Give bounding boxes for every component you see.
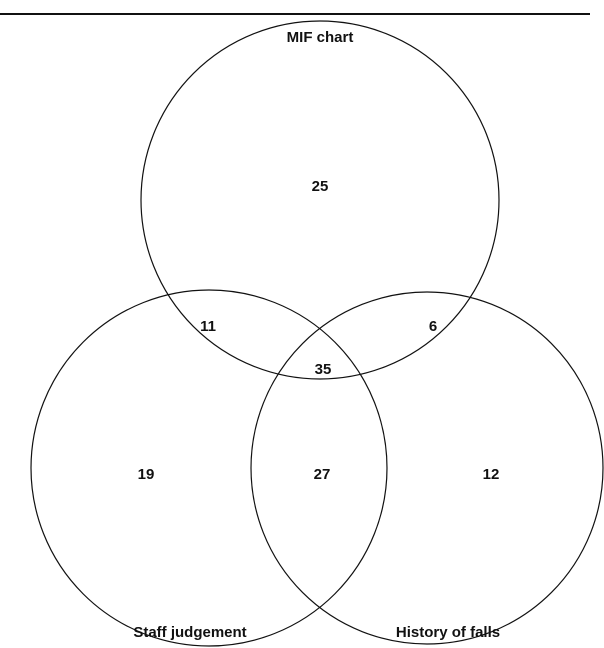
region-count: 19 [138, 466, 155, 483]
region-count: 35 [315, 361, 332, 378]
set-circle [250, 291, 604, 645]
region-count: 12 [483, 466, 500, 483]
set-label: History of falls [396, 624, 500, 641]
set-label: Staff judgement [133, 624, 246, 641]
region-count: 27 [314, 466, 331, 483]
set-circle [30, 289, 388, 647]
region-count: 11 [200, 318, 216, 335]
set-label: MIF chart [287, 29, 354, 46]
region-count: 25 [312, 178, 329, 195]
region-count: 6 [429, 318, 437, 335]
set-circle [140, 20, 500, 380]
